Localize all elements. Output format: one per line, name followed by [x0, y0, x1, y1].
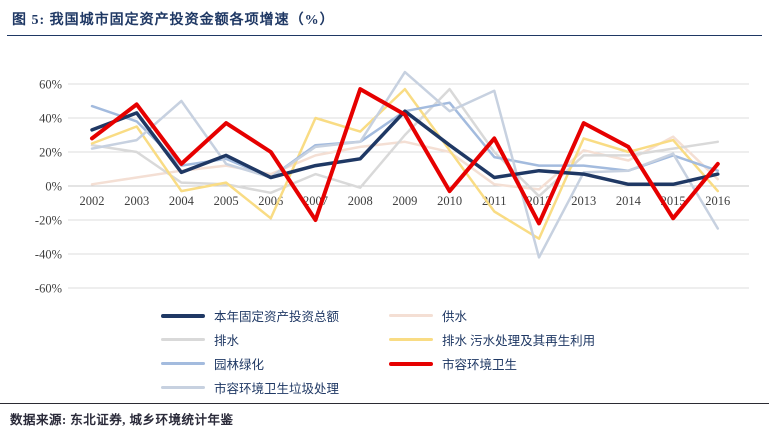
chart-legend: 本年固定资产投资总额 供水排水 排水 污水处理及其再生利用园林绿化 市容环境卫生市容环… — [161, 307, 595, 396]
page-title: 图 5: 我国城市固定资产投资金额各项增速（%） — [12, 13, 335, 28]
x-axis-year-label: 2005 — [214, 194, 239, 208]
legend-label: 供水 — [442, 310, 468, 324]
series-line — [90, 135, 720, 191]
legend-item: 园林绿化 — [161, 355, 389, 372]
x-axis-year-label: 2015 — [661, 194, 686, 208]
legend-swatch — [389, 361, 433, 366]
y-axis-tick-label: 60% — [39, 78, 62, 92]
series-line — [90, 87, 720, 198]
legend-item: 市容环境卫生 — [389, 355, 595, 372]
series-line — [90, 87, 720, 240]
legend-item: 本年固定资产投资总额 — [161, 307, 389, 324]
legend-label: 本年固定资产投资总额 — [214, 310, 340, 324]
footer-source: 数据来源: 东北证券, 城乡环境统计年鉴 — [10, 413, 234, 427]
x-axis-year-label: 2008 — [348, 194, 373, 208]
legend-label: 排水 — [214, 334, 240, 348]
y-axis-tick-label: -20% — [35, 214, 62, 228]
title-underline — [7, 35, 762, 36]
footer-rule — [0, 403, 769, 404]
legend-swatch — [161, 338, 205, 341]
x-axis-year-label: 2014 — [616, 194, 642, 208]
legend-item: 排水 污水处理及其再生利用 — [389, 331, 595, 348]
legend-item: 供水 — [389, 307, 595, 324]
legend-label: 市容环境卫生 — [442, 358, 518, 372]
y-axis-tick-label: 0% — [45, 180, 62, 194]
x-axis-year-label: 2016 — [705, 194, 730, 208]
line-chart-canvas: 60% 40% 20% 0% -20% -40% -60% 2002 2003 2004 2005 2… — [35, 70, 749, 296]
legend-item: 市容环境卫生垃圾处理 — [161, 379, 389, 396]
chart-area: 60% 40% 20% 0% -20% -40% -60% 2002 2003 2004 2005 2… — [0, 50, 769, 306]
legend-item: 排水 — [161, 331, 389, 348]
y-axis-tick-label: 20% — [39, 146, 62, 160]
y-axis-tick-label: -60% — [35, 282, 62, 296]
x-axis-year-label: 2003 — [124, 194, 149, 208]
legend-label: 排水 污水处理及其再生利用 — [442, 334, 596, 348]
legend-label: 市容环境卫生垃圾处理 — [214, 382, 340, 396]
legend-swatch — [161, 386, 205, 389]
x-axis-year-label: 2013 — [571, 194, 596, 208]
series-line — [90, 70, 720, 259]
legend-swatch — [389, 314, 433, 317]
legend-label: 园林绿化 — [214, 358, 265, 372]
y-axis-tick-label: -40% — [35, 248, 62, 262]
x-axis-year-label: 2004 — [169, 194, 195, 208]
x-axis-year-label: 2009 — [392, 194, 417, 208]
x-axis-year-label: 2010 — [437, 194, 462, 208]
legend-swatch — [161, 313, 205, 318]
x-axis-year-label: 2002 — [80, 194, 105, 208]
series-line — [90, 109, 720, 187]
legend-swatch — [389, 338, 433, 341]
y-axis-tick-label: 40% — [39, 112, 62, 126]
series-line — [90, 87, 720, 226]
legend-swatch — [161, 362, 205, 365]
